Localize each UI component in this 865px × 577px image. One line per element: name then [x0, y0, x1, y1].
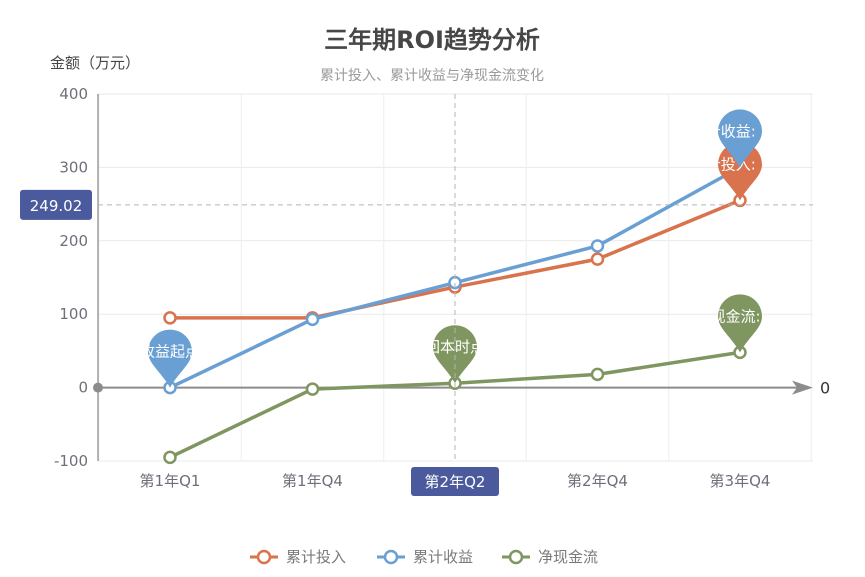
- marker-pin: [718, 142, 762, 201]
- legend-marker-2[interactable]: [383, 549, 399, 565]
- series-2-point[interactable]: [305, 312, 320, 327]
- y-tick-label: 0: [78, 379, 88, 397]
- series-1-point[interactable]: [590, 252, 605, 266]
- marker-pin: [433, 325, 477, 384]
- y-tick-label: 300: [59, 158, 88, 176]
- legend-marker-1[interactable]: [256, 549, 272, 565]
- chart-subtitle: 累计投入、累计收益与净现金流变化: [320, 68, 544, 84]
- zero-axis-origin-dot: [93, 382, 103, 393]
- series-1-point[interactable]: [163, 311, 177, 325]
- marker-label: 收益起点: [140, 343, 200, 361]
- marker-pin: [718, 294, 762, 353]
- y-axis-title: 金额（万元）: [50, 54, 140, 72]
- chart-title: 三年期ROI趋势分析: [324, 26, 540, 54]
- y-tick-label: -100: [54, 452, 88, 470]
- legend[interactable]: 累计投入 累计收益 净现金流: [250, 548, 598, 566]
- x-tick-label: 第3年Q4: [710, 472, 771, 490]
- zero-axis-label: 0: [820, 379, 830, 398]
- x-tick-label: 第2年Q4: [567, 472, 628, 490]
- zero-axis-arrow-icon: [792, 380, 813, 395]
- marker-pin: [148, 329, 192, 388]
- legend-label-1[interactable]: 累计投入: [286, 548, 346, 566]
- legend-label-3[interactable]: 净现金流: [538, 548, 598, 566]
- marker-label: 累计收益: 300: [691, 122, 789, 140]
- crosshair-x-badge-label: 第2年Q2: [425, 473, 486, 491]
- y-tick-label: 400: [59, 85, 88, 103]
- crosshair-y-badge: [20, 189, 92, 220]
- series-3-point[interactable]: [163, 450, 177, 465]
- legend-marker-3[interactable]: [508, 549, 524, 565]
- marker-pin: [718, 109, 762, 168]
- series-3-point[interactable]: [305, 382, 320, 396]
- y-tick-label: 200: [59, 232, 88, 250]
- x-tick-label: 第1年Q1: [140, 472, 201, 490]
- marker-label: 净现金流: 48: [696, 307, 785, 325]
- crosshair-x-badge: [411, 467, 499, 496]
- crosshair-y-badge-label: 249.02: [30, 197, 83, 215]
- x-tick-label: 第1年Q4: [282, 472, 343, 490]
- axes: -100 0 100 200 300 400 0 第1年Q1 第1年Q4 第2年Q4 第3年Q4: [54, 85, 830, 490]
- legend-label-2[interactable]: 累计收益: [413, 548, 473, 566]
- series-2-point[interactable]: [590, 239, 605, 253]
- crosshair: 249.02 第2年Q2: [20, 94, 813, 496]
- series-3-point[interactable]: [590, 367, 605, 382]
- y-tick-label: 100: [59, 305, 88, 323]
